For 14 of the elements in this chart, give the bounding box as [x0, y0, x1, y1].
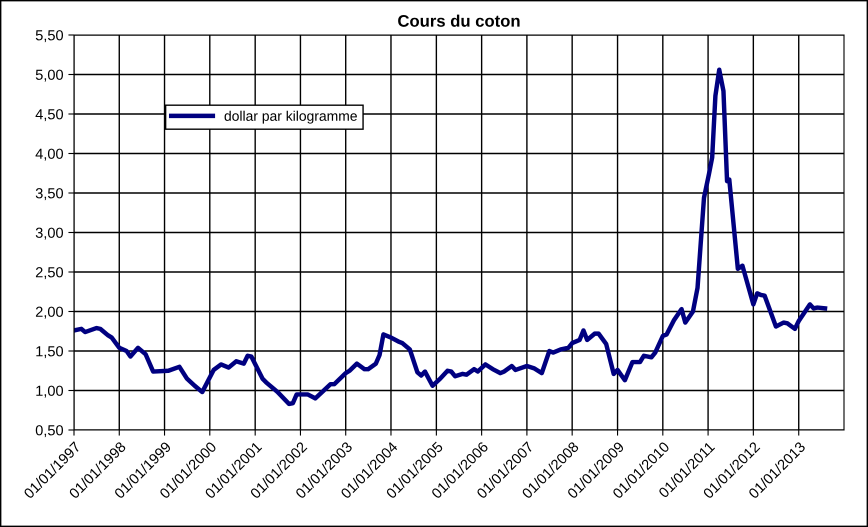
y-tick-label: 2,50	[36, 267, 64, 280]
y-tick-label: 1,00	[36, 386, 64, 398]
y-tick-label: 0,50	[36, 425, 64, 438]
legend-label: dollar par kilogramme	[224, 110, 357, 124]
y-tick-label: 5,50	[36, 30, 64, 42]
chart-title: Cours du coton	[398, 14, 520, 27]
y-tick-label: 2,00	[36, 306, 64, 319]
y-tick-label: 5,00	[36, 70, 64, 82]
y-tick-label: 4,50	[36, 109, 64, 122]
y-tick-label: 4,00	[36, 148, 64, 161]
y-tick-label: 3,00	[36, 228, 64, 240]
y-tick-label: 1,50	[36, 346, 64, 358]
y-tick-label: 3,50	[36, 188, 64, 200]
line-series	[74, 68, 828, 406]
